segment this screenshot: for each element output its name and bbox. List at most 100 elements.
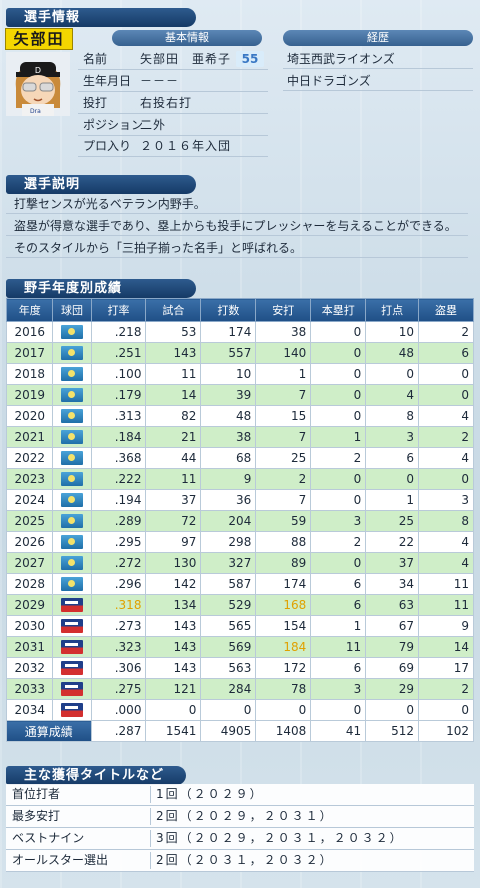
- cell-team: [52, 342, 92, 364]
- dragons-logo-icon: [61, 640, 83, 655]
- cell-at-bats: 36: [200, 489, 257, 511]
- cell-rbi: 8: [365, 405, 420, 427]
- stats-row: 2021 .184 21 38 7 1 3 2: [5, 426, 474, 448]
- cell-games: 130: [145, 552, 202, 574]
- cell-team: [52, 678, 92, 700]
- info-label: プロ入り: [83, 139, 132, 153]
- cell-rbi: 25: [365, 510, 420, 532]
- cell-games: 11: [145, 363, 202, 385]
- cell-at-bats: 68: [200, 447, 257, 469]
- cell-hits: 168: [255, 594, 312, 616]
- career-header: 経歴: [283, 30, 473, 46]
- stats-totals-row: 通算成績 .287 1541 4905 1408 41 512 102: [6, 720, 474, 742]
- cell-team: [52, 594, 92, 616]
- info-label: 生年月日: [83, 74, 132, 88]
- cell-team: [52, 426, 92, 448]
- lions-logo-icon: [61, 556, 83, 571]
- cell-stolen-bases: 4: [418, 405, 474, 427]
- cell-at-bats: 9: [200, 468, 257, 490]
- cell-avg: .218: [90, 321, 147, 343]
- col-header-hits: 安打: [255, 298, 312, 322]
- info-value: 二外: [140, 118, 167, 132]
- cell-avg: .222: [90, 468, 147, 490]
- cell-year: 2019: [5, 384, 54, 406]
- cell-rbi: 3: [365, 426, 420, 448]
- cell-hits: 7: [255, 384, 312, 406]
- cell-rbi: 10: [365, 321, 420, 343]
- stats-row: 2032 .306 143 563 172 6 69 17: [5, 657, 474, 679]
- title-count: 1: [156, 787, 166, 801]
- stats-row: 2031 .323 143 569 184 11 79 14: [5, 636, 474, 658]
- lions-logo-icon: [61, 430, 83, 445]
- cell-stolen-bases: 2: [418, 678, 474, 700]
- description-line-3: そのスタイルから「三拍子揃った名手」と呼ばれる。: [6, 238, 468, 258]
- cell-rbi: 29: [365, 678, 420, 700]
- cell-avg: .273: [90, 615, 147, 637]
- totals-stolen-bases: 102: [418, 720, 474, 742]
- totals-home-runs: 41: [310, 720, 367, 742]
- cell-rbi: 63: [365, 594, 420, 616]
- title-row: オールスター選出 2回（２０３１，２０３２）: [6, 850, 474, 872]
- cell-stolen-bases: 4: [418, 447, 474, 469]
- cell-year: 2027: [5, 552, 54, 574]
- totals-avg: .287: [90, 720, 147, 742]
- cell-hits: 78: [255, 678, 312, 700]
- totals-rbi: 512: [365, 720, 420, 742]
- col-header-at-bats: 打数: [200, 298, 257, 322]
- lions-logo-icon: [61, 325, 83, 340]
- description-header: 選手説明: [6, 175, 196, 194]
- title-label: 首位打者: [12, 787, 61, 801]
- cell-year: 2028: [5, 573, 54, 595]
- title-count: 3: [156, 831, 166, 845]
- stats-row: 2030 .273 143 565 154 1 67 9: [5, 615, 474, 637]
- cell-year: 2021: [5, 426, 54, 448]
- cell-avg: .296: [90, 573, 147, 595]
- cell-year: 2024: [5, 489, 54, 511]
- cell-games: 143: [145, 342, 202, 364]
- cell-avg: .272: [90, 552, 147, 574]
- info-row-position: ポジション 二外: [78, 115, 268, 136]
- cell-hits: 89: [255, 552, 312, 574]
- lions-logo-icon: [61, 409, 83, 424]
- cell-at-bats: 563: [200, 657, 257, 679]
- cell-games: 11: [145, 468, 202, 490]
- col-header-team: 球団: [52, 298, 92, 322]
- stats-row: 2019.179 14 39 7 0 4 0: [5, 384, 474, 406]
- title-detail: 回（２０２９，２０３１，２０３２）: [165, 831, 404, 845]
- info-value: ２０１６年入団: [140, 139, 232, 153]
- lions-logo-icon: [61, 493, 83, 508]
- cell-home-runs: 0: [310, 468, 367, 490]
- cell-stolen-bases: 14: [418, 636, 474, 658]
- lions-logo-icon: [61, 367, 83, 382]
- cell-avg: .368: [90, 447, 147, 469]
- cell-team: [52, 447, 92, 469]
- lions-logo-icon: [61, 514, 83, 529]
- cell-rbi: 0: [365, 363, 420, 385]
- cell-home-runs: 11: [310, 636, 367, 658]
- cell-hits: 140: [255, 342, 312, 364]
- cell-hits: 172: [255, 657, 312, 679]
- cell-team: [52, 573, 92, 595]
- cell-stolen-bases: 11: [418, 594, 474, 616]
- cell-year: 2034: [5, 699, 54, 721]
- cell-at-bats: 38: [200, 426, 257, 448]
- cell-year: 2029: [5, 594, 54, 616]
- cell-home-runs: 1: [310, 615, 367, 637]
- cell-at-bats: 565: [200, 615, 257, 637]
- cell-home-runs: 0: [310, 489, 367, 511]
- info-value: 右投右打: [140, 96, 193, 110]
- cell-year: 2023: [5, 468, 54, 490]
- totals-at-bats: 4905: [200, 720, 257, 742]
- cell-team: [52, 489, 92, 511]
- title-divider: [150, 808, 151, 825]
- cell-avg: .275: [90, 678, 147, 700]
- cell-year: 2022: [5, 447, 54, 469]
- cell-year: 2026: [5, 531, 54, 553]
- cell-team: [52, 636, 92, 658]
- cell-year: 2025: [5, 510, 54, 532]
- lions-logo-icon: [61, 388, 83, 403]
- cell-home-runs: 2: [310, 447, 367, 469]
- lions-logo-icon: [61, 577, 83, 592]
- cell-games: 142: [145, 573, 202, 595]
- stats-row: 2023.222 11 9 2 0 0 0: [5, 468, 474, 490]
